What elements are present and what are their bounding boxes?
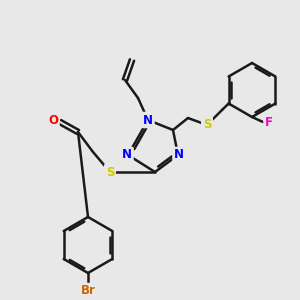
Text: N: N <box>174 148 184 161</box>
Text: Br: Br <box>81 284 95 298</box>
Text: O: O <box>48 113 58 127</box>
Text: S: S <box>106 166 114 178</box>
Text: N: N <box>143 113 153 127</box>
Text: S: S <box>203 118 211 131</box>
Text: F: F <box>265 116 273 128</box>
Text: N: N <box>122 148 132 161</box>
